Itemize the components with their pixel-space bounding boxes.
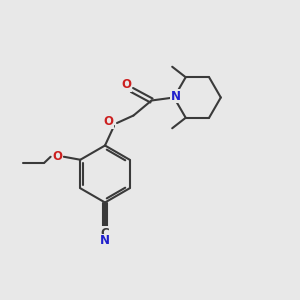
Text: N: N — [100, 234, 110, 247]
Text: N: N — [170, 89, 181, 103]
Text: O: O — [121, 78, 131, 91]
Text: O: O — [52, 150, 62, 163]
Text: O: O — [103, 115, 113, 128]
Text: C: C — [100, 227, 109, 240]
